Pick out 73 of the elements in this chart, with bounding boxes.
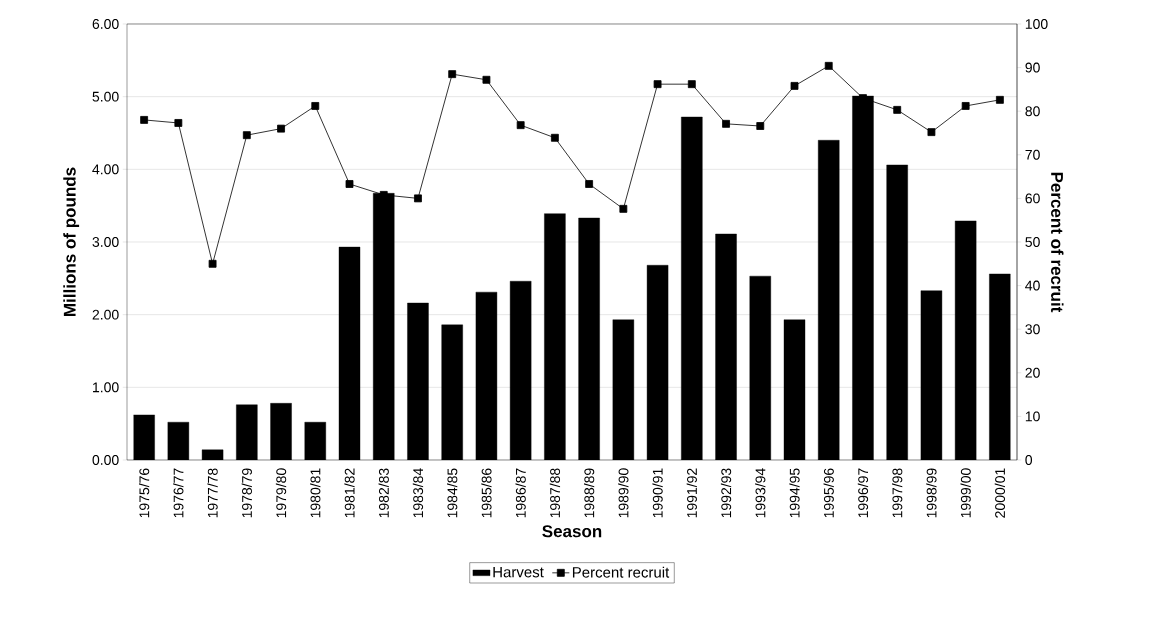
x-tick-label: 1990/91 xyxy=(652,468,663,518)
y-tick-label: 5.00 xyxy=(92,91,119,102)
y-tick-label: 3.00 xyxy=(92,237,119,247)
point xyxy=(722,119,730,128)
point xyxy=(756,122,765,130)
point xyxy=(927,128,936,137)
point xyxy=(653,80,662,89)
legend-label: Harvest xyxy=(493,566,544,578)
x-tick-label: 1994/95 xyxy=(789,468,800,518)
y2-tick-label: 10 xyxy=(1025,411,1040,422)
y2-tick-label: 20 xyxy=(1025,367,1040,378)
point xyxy=(242,131,251,140)
y-tick-label: 6.00 xyxy=(92,19,119,29)
y2-tick-label: 80 xyxy=(1025,106,1040,117)
point xyxy=(995,95,1004,104)
x-axis-title: Season xyxy=(542,525,602,538)
x-tick-label: 1976/77 xyxy=(173,468,184,518)
x-tick-label: 1982/83 xyxy=(378,468,389,518)
x-tick-label: 1989/90 xyxy=(618,468,629,518)
x-tick-label: 1998/99 xyxy=(926,468,937,518)
point xyxy=(174,119,183,127)
y-axis-title: Millions of pounds xyxy=(63,167,80,316)
point xyxy=(311,102,320,110)
point xyxy=(824,61,833,70)
x-tick-label: 1987/88 xyxy=(549,468,561,518)
point xyxy=(482,75,491,84)
point xyxy=(345,180,354,188)
y2-tick-label: 70 xyxy=(1025,149,1040,160)
x-tick-label: 1980/81 xyxy=(310,468,321,518)
y2-axis-title: Percent of recruit xyxy=(1051,172,1064,313)
y2-tick-label: 30 xyxy=(1025,324,1040,335)
point xyxy=(448,70,457,79)
point xyxy=(208,259,217,268)
x-tick-label: 1981/82 xyxy=(344,468,355,518)
point xyxy=(550,133,559,142)
y-tick-label: 4.00 xyxy=(92,164,119,175)
y2-tick-label: 50 xyxy=(1025,237,1040,247)
point xyxy=(961,102,970,110)
point xyxy=(619,204,628,213)
point xyxy=(585,180,594,188)
y2-tick-label: 100 xyxy=(1025,19,1048,29)
point xyxy=(893,105,902,114)
x-tick-label: 1986/87 xyxy=(515,468,526,518)
point xyxy=(516,121,525,130)
x-tick-label: 1984/85 xyxy=(447,468,458,518)
x-tick-label: 1975/76 xyxy=(138,468,150,518)
point xyxy=(790,82,799,90)
y-tick-label: 1.00 xyxy=(93,382,119,393)
legend-label: Percent recruit xyxy=(572,566,670,578)
point xyxy=(414,194,422,203)
y2-tick-label: 0 xyxy=(1025,455,1033,465)
x-tick-label: 1993/94 xyxy=(755,468,766,518)
y-tick-label: 2.00 xyxy=(92,309,119,320)
y2-tick-label: 90 xyxy=(1025,62,1040,73)
x-tick-label: 1988/89 xyxy=(583,468,595,518)
x-tick-label: 1992/93 xyxy=(720,468,732,518)
y-tick-label: 0.00 xyxy=(92,455,119,465)
x-tick-label: 1977/78 xyxy=(207,468,218,518)
x-tick-label: 1991/92 xyxy=(686,468,697,518)
x-tick-label: 1983/84 xyxy=(412,468,424,518)
y2-tick-label: 40 xyxy=(1025,280,1040,291)
x-tick-label: 2000/01 xyxy=(994,468,1006,518)
y2-tick-label: 60 xyxy=(1025,193,1040,204)
x-tick-label: 1995/96 xyxy=(823,468,834,518)
point xyxy=(687,80,696,89)
point xyxy=(277,124,285,133)
x-tick-label: 1997/98 xyxy=(892,468,903,518)
x-tick-label: 1996/97 xyxy=(857,468,869,518)
point xyxy=(140,116,149,124)
x-tick-label: 1979/80 xyxy=(275,468,287,518)
x-tick-label: 1999/00 xyxy=(960,468,971,518)
x-tick-label: 1978/79 xyxy=(241,468,252,518)
x-tick-label: 1985/86 xyxy=(481,468,492,518)
